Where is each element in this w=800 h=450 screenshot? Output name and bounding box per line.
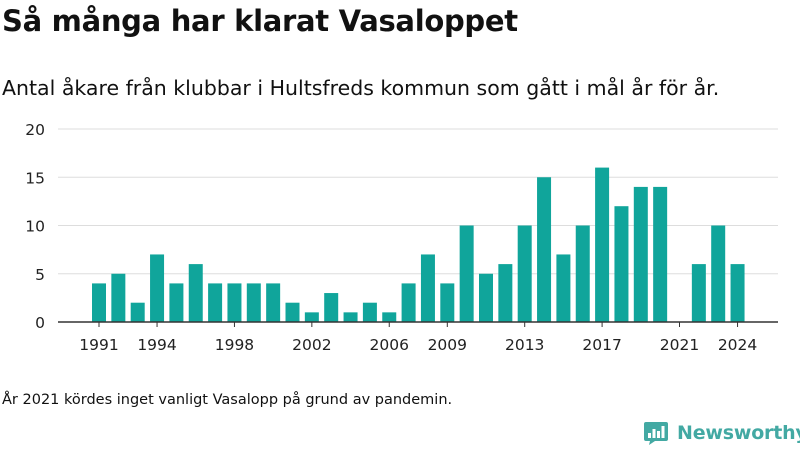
bar-chart: 1991: 4 1992: 5 1993: 2 1994: 7 1995: 4 1996:… — [25, 121, 778, 354]
x-tick-label: 1994 — [137, 336, 176, 354]
bar: 1998: 4 — [227, 283, 242, 322]
grid-lines — [58, 128, 778, 275]
bar: 2018: 12 — [614, 206, 629, 322]
bar: 1991: 4 — [92, 283, 106, 322]
bar: 2010: 10 — [459, 225, 474, 322]
bar: 2014: 15 — [537, 177, 552, 322]
bar: 2006: 1 — [382, 312, 397, 322]
y-tick-label: 20 — [25, 121, 45, 139]
bar: 2016: 10 — [575, 225, 590, 322]
bar: 1999: 4 — [246, 283, 261, 322]
x-tick-label: 2006 — [370, 336, 409, 354]
footnote: År 2021 kördes inget vanligt Vasalopp på… — [2, 392, 453, 408]
axes: 0 5 10 15 20 1991 1994 1998 2002 2006 2009 2013 2017… — [25, 121, 778, 354]
x-tick-label: 2021 — [660, 336, 699, 354]
bar: 2024: 6 — [730, 264, 745, 322]
bars: 1991: 4 1992: 5 1993: 2 1994: 7 1995: 4 1996:… — [92, 167, 745, 322]
bar: 2004: 1 — [343, 312, 358, 322]
bar: 2023: 10 — [711, 225, 726, 322]
y-tick-label: 5 — [35, 266, 45, 284]
bar: 2013: 10 — [517, 225, 532, 322]
chart-title: Så många har klarat Vasaloppet — [2, 4, 518, 38]
x-tick-label: 1991 — [79, 336, 118, 354]
y-tick-label: 15 — [25, 169, 45, 187]
x-tick-label: 1998 — [215, 336, 254, 354]
bar: 2007: 4 — [401, 283, 416, 322]
y-tick-label: 0 — [35, 314, 45, 332]
bar: 2002: 1 — [304, 312, 319, 322]
bar: 2003: 3 — [324, 293, 339, 322]
x-tick-label: 2013 — [505, 336, 544, 354]
bar: 2005: 2 — [362, 302, 377, 322]
bar: 2009: 4 — [440, 283, 455, 322]
bar: 2020: 14 — [653, 186, 668, 322]
bar: 1993: 2 — [130, 302, 145, 322]
bar: 2022: 6 — [691, 264, 706, 322]
newsworthy-logo-icon — [644, 422, 668, 445]
bar: 1992: 5 — [111, 273, 126, 322]
bar: 2015: 7 — [556, 254, 571, 322]
bar: 1997: 4 — [208, 283, 223, 322]
chart-subtitle: Antal åkare från klubbar i Hultsfreds ko… — [2, 76, 720, 100]
bar: 2000: 4 — [266, 283, 281, 322]
brand-logo: Newsworthy — [643, 420, 800, 446]
x-tick-label: 2009 — [428, 336, 467, 354]
y-tick-label: 10 — [25, 218, 45, 236]
bar: 2011: 5 — [479, 273, 493, 322]
bar: 2001: 2 — [285, 302, 300, 322]
bar: 2008: 7 — [420, 254, 435, 322]
x-tick-label: 2002 — [292, 336, 331, 354]
bar: 1994: 7 — [150, 254, 165, 322]
bar: 1996: 6 — [188, 264, 203, 322]
bar: 1995: 4 — [169, 283, 184, 322]
bar: 2017: 16 — [595, 167, 610, 322]
x-tick-label: 2017 — [582, 336, 621, 354]
x-tick-label: 2024 — [718, 336, 757, 354]
brand-name: Newsworthy — [677, 422, 800, 444]
bar: 2012: 6 — [498, 264, 513, 322]
